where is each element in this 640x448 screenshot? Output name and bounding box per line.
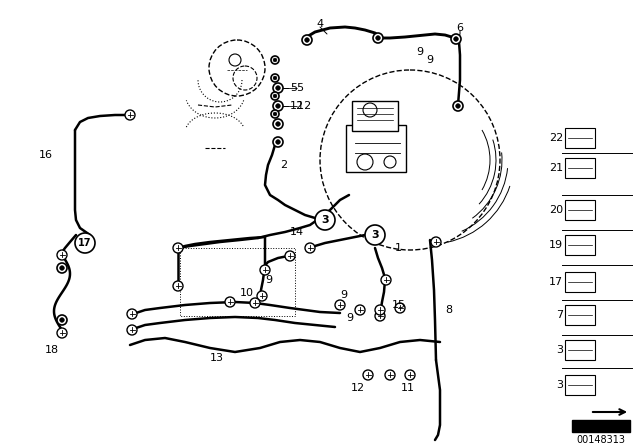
Text: 9: 9: [265, 275, 272, 285]
Circle shape: [127, 309, 137, 319]
Circle shape: [276, 122, 280, 126]
FancyBboxPatch shape: [565, 340, 595, 360]
Text: 9: 9: [417, 47, 424, 57]
Text: —12: —12: [286, 101, 311, 111]
Circle shape: [315, 210, 335, 230]
Text: 8: 8: [445, 305, 452, 315]
FancyBboxPatch shape: [565, 272, 595, 292]
Circle shape: [431, 237, 441, 247]
Circle shape: [57, 263, 67, 273]
Text: 7: 7: [556, 310, 563, 320]
Text: 2: 2: [280, 160, 287, 170]
Circle shape: [276, 86, 280, 90]
Text: 3: 3: [556, 345, 563, 355]
Text: 17: 17: [549, 277, 563, 287]
Circle shape: [57, 250, 67, 260]
Circle shape: [363, 370, 373, 380]
Circle shape: [60, 318, 64, 322]
Text: 10: 10: [240, 288, 254, 298]
Circle shape: [456, 104, 460, 108]
Text: 9: 9: [340, 290, 347, 300]
Text: 1: 1: [395, 243, 402, 253]
Circle shape: [260, 265, 270, 275]
Circle shape: [60, 266, 64, 270]
FancyBboxPatch shape: [565, 235, 595, 255]
Circle shape: [173, 243, 183, 253]
Circle shape: [355, 305, 365, 315]
Circle shape: [271, 110, 279, 118]
FancyBboxPatch shape: [565, 128, 595, 148]
Circle shape: [273, 112, 277, 116]
Circle shape: [125, 110, 135, 120]
Circle shape: [405, 370, 415, 380]
Circle shape: [451, 34, 461, 44]
Text: 11: 11: [401, 383, 415, 393]
FancyBboxPatch shape: [565, 158, 595, 178]
Circle shape: [373, 33, 383, 43]
Circle shape: [375, 311, 385, 321]
Circle shape: [375, 305, 385, 315]
Text: 5: 5: [290, 83, 297, 93]
Text: 6: 6: [456, 23, 463, 33]
Circle shape: [225, 297, 235, 307]
Circle shape: [395, 303, 405, 313]
Circle shape: [273, 119, 283, 129]
Circle shape: [271, 92, 279, 100]
Circle shape: [173, 281, 183, 291]
Circle shape: [305, 243, 315, 253]
Text: 19: 19: [549, 240, 563, 250]
FancyBboxPatch shape: [352, 101, 398, 131]
Text: 12: 12: [351, 383, 365, 393]
Circle shape: [273, 58, 277, 62]
Circle shape: [271, 56, 279, 64]
Text: 17: 17: [78, 238, 92, 248]
Text: 3: 3: [321, 215, 329, 225]
FancyBboxPatch shape: [565, 375, 595, 395]
Circle shape: [273, 83, 283, 93]
Text: 14: 14: [290, 227, 304, 237]
FancyBboxPatch shape: [346, 125, 406, 172]
Circle shape: [75, 233, 95, 253]
Circle shape: [273, 76, 277, 80]
Text: 21: 21: [549, 163, 563, 173]
Text: 3: 3: [556, 380, 563, 390]
Circle shape: [273, 94, 277, 98]
Circle shape: [250, 298, 260, 308]
Circle shape: [57, 315, 67, 325]
Circle shape: [381, 275, 391, 285]
Circle shape: [365, 225, 385, 245]
Text: 13: 13: [210, 353, 224, 363]
Circle shape: [376, 36, 380, 40]
Circle shape: [257, 291, 267, 301]
Circle shape: [273, 137, 283, 147]
Circle shape: [335, 300, 345, 310]
FancyBboxPatch shape: [572, 420, 630, 432]
Circle shape: [276, 140, 280, 144]
FancyBboxPatch shape: [565, 305, 595, 325]
Circle shape: [57, 328, 67, 338]
Circle shape: [127, 325, 137, 335]
Text: 9: 9: [346, 313, 353, 323]
Text: 15: 15: [392, 300, 406, 310]
Text: 20: 20: [549, 205, 563, 215]
FancyBboxPatch shape: [565, 200, 595, 220]
Text: 22: 22: [548, 133, 563, 143]
Circle shape: [385, 370, 395, 380]
Circle shape: [305, 38, 309, 42]
Text: 16: 16: [39, 150, 53, 160]
Text: 18: 18: [45, 345, 59, 355]
Circle shape: [271, 74, 279, 82]
Text: 4: 4: [316, 19, 324, 29]
Circle shape: [273, 101, 283, 111]
Text: —5: —5: [286, 83, 304, 93]
Text: 9: 9: [426, 55, 433, 65]
Text: 12: 12: [290, 101, 304, 111]
Circle shape: [276, 104, 280, 108]
Text: 3: 3: [371, 230, 379, 240]
Circle shape: [302, 35, 312, 45]
Circle shape: [453, 101, 463, 111]
Circle shape: [454, 37, 458, 41]
Circle shape: [285, 251, 295, 261]
Text: 00148313: 00148313: [577, 435, 625, 445]
